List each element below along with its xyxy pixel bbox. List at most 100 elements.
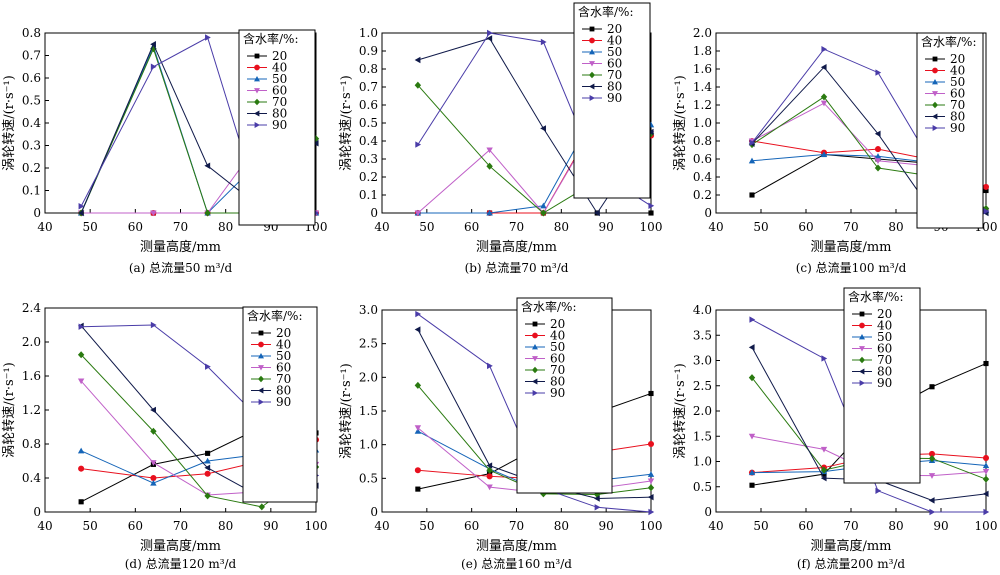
data-point: [929, 508, 936, 516]
data-point: [748, 433, 756, 440]
legend-entry: 80: [877, 365, 892, 379]
y-tick-label: 2.5: [693, 379, 712, 393]
y-tick-label: 1.0: [693, 455, 712, 469]
legend-marker: [932, 125, 938, 131]
data-point: [928, 473, 936, 479]
legend-title: 含水率/%:: [521, 299, 577, 314]
x-axis-label: 测量高度/mm: [476, 239, 557, 255]
legend-marker: [932, 67, 938, 74]
legend-entry: 60: [607, 57, 622, 71]
x-tick-label: 90: [933, 519, 948, 533]
data-point: [486, 209, 493, 216]
data-point: [258, 503, 265, 511]
x-tick-label: 100: [640, 220, 663, 234]
legend-entry: 50: [877, 330, 892, 344]
legend-marker: [859, 368, 865, 375]
legend-marker: [932, 91, 938, 97]
x-tick-label: 60: [464, 519, 479, 533]
legend-entry: 40: [877, 319, 892, 333]
x-axis-label: 测量高度/mm: [476, 538, 557, 554]
y-tick-label: 1.8: [693, 44, 712, 58]
x-tick-label: 40: [37, 519, 52, 533]
y-tick-label: 1.2: [693, 98, 712, 112]
chart-panel: 40 50 60 70 80 90 10000.51.01.52.02.53.03.54.0…: [673, 287, 997, 571]
data-point: [875, 487, 882, 494]
x-tick-label: 80: [888, 220, 903, 234]
data-point: [486, 162, 493, 170]
y-tick-label: 1.6: [22, 369, 41, 383]
legend-entry: 90: [550, 386, 565, 400]
data-point: [648, 390, 654, 397]
data-point: [312, 135, 320, 143]
data-point: [820, 466, 828, 474]
data-point: [929, 384, 935, 390]
data-point: [928, 450, 936, 457]
legend-marker: [258, 330, 264, 336]
data-point: [874, 146, 882, 153]
legend-marker: [589, 83, 595, 90]
data-point: [204, 464, 211, 471]
y-tick-label: 0.6: [359, 98, 378, 112]
y-tick-label: 0: [370, 505, 378, 519]
y-tick-label: 0.5: [693, 480, 712, 494]
data-point: [415, 310, 422, 318]
data-point: [487, 362, 493, 370]
legend-marker: [859, 322, 865, 329]
y-tick-label: 1.6: [693, 62, 712, 76]
legend-marker: [254, 53, 260, 59]
y-tick-label: 1.2: [22, 403, 41, 417]
y-tick-label: 0.8: [693, 134, 712, 148]
y-tick-label: 0.4: [693, 170, 712, 184]
legend-marker: [859, 311, 865, 317]
data-point: [78, 465, 85, 472]
data-point: [983, 508, 990, 516]
x-tick-label: 50: [83, 220, 98, 234]
data-point: [820, 151, 828, 158]
y-tick-label: 0: [704, 505, 712, 519]
data-point: [77, 378, 85, 385]
legend-entry: 70: [276, 372, 291, 386]
data-point: [821, 46, 828, 53]
legend-marker: [532, 321, 538, 327]
legend-title: 含水率/%:: [848, 289, 904, 304]
y-tick-label: 4.0: [693, 303, 712, 317]
y-tick-label: 0.8: [22, 437, 41, 451]
x-tick-label: 50: [83, 519, 98, 533]
y-tick-label: 0: [370, 206, 378, 220]
panel-caption: (b) 总流量70 m³/d: [465, 261, 569, 275]
legend-box: [238, 29, 316, 226]
legend-entry: 70: [550, 363, 565, 377]
y-axis-label: 涡轮转速/(r·s⁻¹): [2, 362, 17, 458]
data-point: [928, 454, 936, 462]
legend-entry: 40: [272, 61, 287, 75]
legend-marker: [258, 387, 264, 394]
x-tick-label: 60: [798, 519, 813, 533]
legend-entry: 60: [272, 84, 287, 98]
y-tick-label: 1.4: [693, 80, 712, 94]
legend-marker: [932, 56, 938, 62]
legend-entry: 90: [272, 118, 287, 132]
data-point: [150, 406, 156, 414]
legend-entry: 50: [276, 349, 291, 363]
data-point: [414, 381, 422, 389]
legend-marker: [859, 334, 865, 340]
legend-entry: 50: [550, 340, 565, 354]
data-point: [540, 202, 547, 209]
data-point: [540, 38, 547, 46]
data-point: [647, 478, 655, 485]
legend-marker: [932, 113, 938, 120]
data-point: [983, 187, 989, 194]
legend-entry: 40: [550, 329, 565, 343]
data-point: [647, 128, 654, 136]
data-point: [749, 316, 756, 323]
data-point: [594, 495, 600, 502]
data-point: [983, 208, 990, 215]
data-point: [487, 29, 493, 37]
legend-entry: 60: [877, 342, 892, 356]
y-tick-label: 2.5: [359, 337, 378, 351]
legend-title: 含水率/%:: [921, 34, 977, 49]
y-axis-label: 涡轮转速/(r·s⁻¹): [339, 363, 354, 459]
y-tick-label: 0.6: [22, 71, 41, 85]
x-tick-label: 50: [753, 519, 768, 533]
